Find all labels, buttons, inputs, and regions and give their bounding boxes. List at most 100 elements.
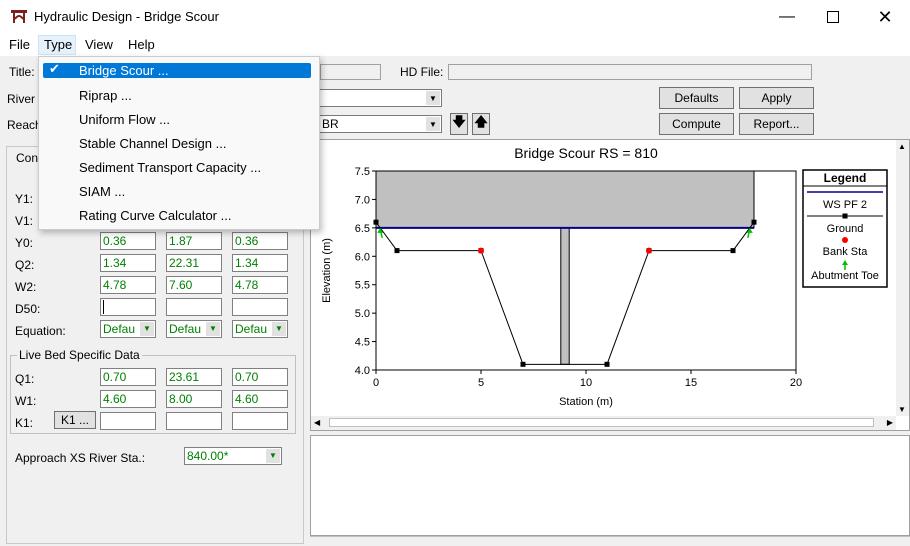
legend-bank-marker bbox=[842, 237, 848, 243]
w2-left[interactable]: 4.78 bbox=[100, 276, 156, 294]
k1-channel[interactable] bbox=[166, 412, 222, 430]
d50-left[interactable] bbox=[100, 298, 156, 316]
y0-left[interactable]: 0.36 bbox=[100, 232, 156, 250]
y-axis-label: Elevation (m) bbox=[321, 238, 333, 303]
scroll-left-icon: ◀ bbox=[314, 418, 321, 427]
q1-left[interactable]: 0.70 bbox=[100, 368, 156, 386]
w1-channel[interactable]: 8.00 bbox=[166, 390, 222, 408]
approach-label: Approach XS River Sta.: bbox=[15, 451, 146, 465]
legend-toe-label: Abutment Toe bbox=[811, 270, 879, 282]
title-field[interactable] bbox=[320, 64, 381, 80]
ground-point bbox=[730, 248, 736, 254]
k1-left[interactable] bbox=[100, 412, 156, 430]
hd-file-label: HD File: bbox=[400, 65, 444, 79]
hd-file-field[interactable] bbox=[448, 64, 812, 80]
y0-channel[interactable]: 1.87 bbox=[166, 232, 222, 250]
w1-right[interactable]: 4.60 bbox=[232, 390, 288, 408]
y-tick-label: 6.0 bbox=[355, 251, 370, 263]
report-button[interactable]: Report... bbox=[739, 113, 814, 135]
q2-left[interactable]: 1.34 bbox=[100, 254, 156, 272]
chevron-down-icon: ▼ bbox=[206, 322, 220, 336]
equation-right-combo[interactable]: Defau ▼ bbox=[232, 320, 288, 338]
bridge-deck bbox=[375, 170, 755, 229]
y-tick-label: 7.5 bbox=[355, 166, 370, 178]
approach-value: 840.00* bbox=[187, 449, 229, 463]
menu-file[interactable]: File bbox=[9, 37, 30, 52]
y-tick-label: 7.0 bbox=[355, 194, 370, 206]
abutment-toe-head bbox=[746, 227, 753, 233]
q2-right[interactable]: 1.34 bbox=[232, 254, 288, 272]
row-label-k1: K1: bbox=[15, 416, 34, 430]
d50-right[interactable] bbox=[232, 298, 288, 316]
equation-label: Equation: bbox=[15, 324, 66, 338]
y-tick-label: 5.0 bbox=[355, 308, 370, 320]
menu-item-bridge-scour[interactable]: Bridge Scour ... bbox=[79, 63, 169, 78]
menu-type-highlight bbox=[38, 35, 76, 55]
q1-channel[interactable]: 23.61 bbox=[166, 368, 222, 386]
equation-left-value: Defau bbox=[103, 322, 136, 336]
menu-item-siam[interactable]: SIAM ... bbox=[79, 184, 126, 199]
chevron-down-icon: ▼ bbox=[426, 91, 440, 105]
scroll-thumb[interactable] bbox=[329, 418, 874, 427]
menu-highlight bbox=[43, 63, 311, 78]
legend-toe-head bbox=[842, 260, 848, 265]
menu-item-sediment-transport[interactable]: Sediment Transport Capacity ... bbox=[79, 160, 262, 175]
scroll-right-icon: ▶ bbox=[886, 418, 893, 427]
ground-line bbox=[375, 221, 755, 365]
close-icon: ✕ bbox=[877, 6, 893, 27]
contraction-tab[interactable]: Con bbox=[16, 151, 39, 165]
defaults-button[interactable]: Defaults bbox=[659, 87, 734, 109]
ground-point bbox=[520, 361, 526, 367]
live-bed-group bbox=[10, 355, 296, 434]
x-tick-label: 5 bbox=[478, 377, 484, 389]
down-arrow-button[interactable]: 🡇 bbox=[450, 113, 468, 135]
k1-button[interactable]: K1 ... bbox=[54, 411, 96, 429]
text-cursor bbox=[103, 300, 104, 314]
w1-left[interactable]: 4.60 bbox=[100, 390, 156, 408]
equation-channel-combo[interactable]: Defau ▼ bbox=[166, 320, 222, 338]
x-tick-label: 10 bbox=[580, 377, 592, 389]
y0-right[interactable]: 0.36 bbox=[232, 232, 288, 250]
menu-item-riprap[interactable]: Riprap ... bbox=[79, 88, 132, 103]
menu-item-stable-channel[interactable]: Stable Channel Design ... bbox=[79, 136, 227, 151]
legend-title: Legend bbox=[824, 171, 867, 185]
chart-vertical-scrollbar[interactable]: ▲ ▼ bbox=[896, 140, 909, 416]
menu-item-uniform-flow[interactable]: Uniform Flow ... bbox=[79, 112, 171, 127]
y-tick-label: 4.0 bbox=[355, 365, 370, 377]
row-label-q1: Q1: bbox=[15, 372, 35, 386]
menu-type[interactable]: Type bbox=[44, 37, 73, 52]
compute-button[interactable]: Compute bbox=[659, 113, 734, 135]
reach-combo[interactable]: BR ▼ bbox=[318, 115, 442, 133]
minimize-button[interactable]: — bbox=[764, 0, 810, 34]
apply-button[interactable]: Apply bbox=[739, 87, 814, 109]
chart-title: Bridge Scour RS = 810 bbox=[514, 145, 658, 161]
menu-help[interactable]: Help bbox=[128, 37, 155, 52]
ground-point bbox=[604, 361, 610, 367]
w2-right[interactable]: 4.78 bbox=[232, 276, 288, 294]
bank-sta-point bbox=[478, 247, 484, 254]
menu-item-rating-curve[interactable]: Rating Curve Calculator ... bbox=[79, 208, 232, 223]
river-label: River bbox=[7, 92, 36, 106]
k1-right[interactable] bbox=[232, 412, 288, 430]
up-arrow-button[interactable]: 🡅 bbox=[472, 113, 490, 135]
chart-horizontal-scrollbar[interactable]: ◀ ▶ bbox=[311, 416, 896, 430]
approach-combo[interactable]: 840.00* ▼ bbox=[184, 447, 282, 465]
equation-left-combo[interactable]: Defau ▼ bbox=[100, 320, 156, 338]
maximize-button[interactable] bbox=[810, 0, 856, 34]
q1-right[interactable]: 0.70 bbox=[232, 368, 288, 386]
close-button[interactable]: ✕ bbox=[862, 0, 908, 34]
d50-channel[interactable] bbox=[166, 298, 222, 316]
menu-view[interactable]: View bbox=[85, 37, 113, 52]
row-label-q2: Q2: bbox=[15, 258, 35, 272]
arrow-up-icon: 🡅 bbox=[474, 114, 488, 129]
w2-channel[interactable]: 7.60 bbox=[166, 276, 222, 294]
row-label-w2: W2: bbox=[15, 280, 37, 294]
bridge-pier bbox=[560, 227, 570, 365]
output-scrollbar[interactable] bbox=[310, 536, 910, 546]
row-label-v1: V1: bbox=[15, 214, 34, 228]
arrow-down-icon: 🡇 bbox=[452, 114, 466, 129]
ground-point bbox=[373, 219, 379, 225]
river-combo[interactable]: ▼ bbox=[318, 89, 442, 107]
title-label: Title: bbox=[9, 65, 35, 79]
q2-channel[interactable]: 22.31 bbox=[166, 254, 222, 272]
